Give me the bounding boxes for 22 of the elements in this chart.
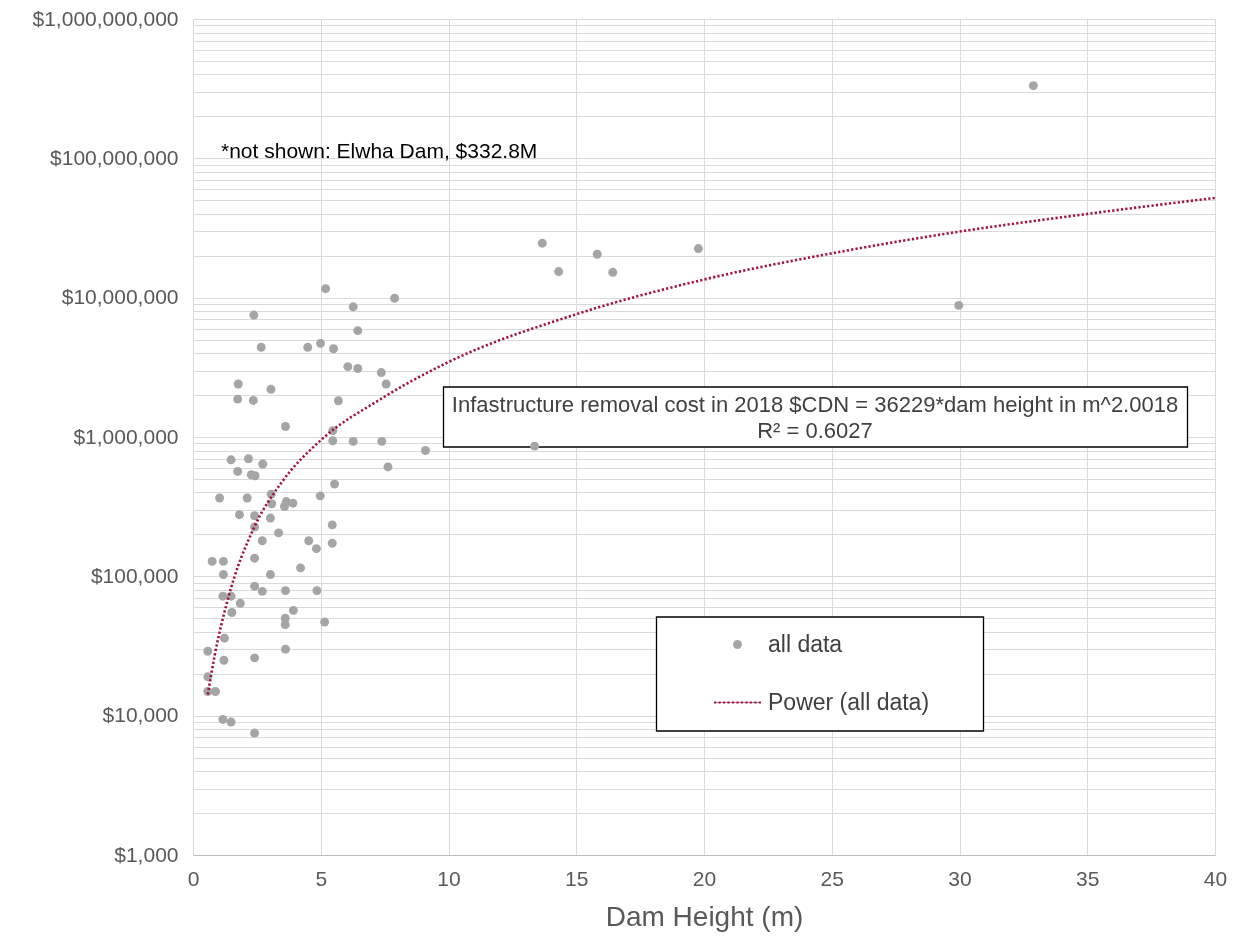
annotation: R² = 0.6027: [757, 418, 873, 443]
x-axis-title: Dam Height (m): [605, 900, 804, 932]
legend-label: Power (all data): [768, 688, 930, 715]
x-tick-label: 5: [315, 866, 328, 890]
x-tick-label: 25: [820, 866, 844, 890]
x-tick-label: 40: [1203, 866, 1228, 890]
x-tick-label: 0: [187, 866, 200, 890]
annotation: *not shown: Elwha Dam, $332.8M: [221, 139, 538, 162]
x-tick-label: 15: [565, 866, 589, 890]
y-tick-label: $100,000: [90, 563, 179, 587]
annotation: Infastructure removal cost in 2018 $CDN = 36229*dam height in m^2.0018: [451, 392, 1179, 417]
y-tick-label: $10,000: [102, 703, 179, 727]
x-tick-label: 10: [437, 866, 461, 890]
y-tick-label: $1,000,000: [73, 424, 179, 448]
legend-label: all data: [768, 630, 843, 657]
x-tick-label: 35: [1076, 866, 1100, 890]
y-tick-label: $1,000: [114, 842, 179, 866]
x-tick-label: 20: [692, 866, 717, 890]
y-tick-label: $100,000,000: [50, 145, 179, 169]
y-tick-label: $1,000,000,000: [32, 6, 179, 30]
y-tick-label: $10,000,000: [61, 285, 179, 309]
x-tick-label: 30: [948, 866, 972, 890]
